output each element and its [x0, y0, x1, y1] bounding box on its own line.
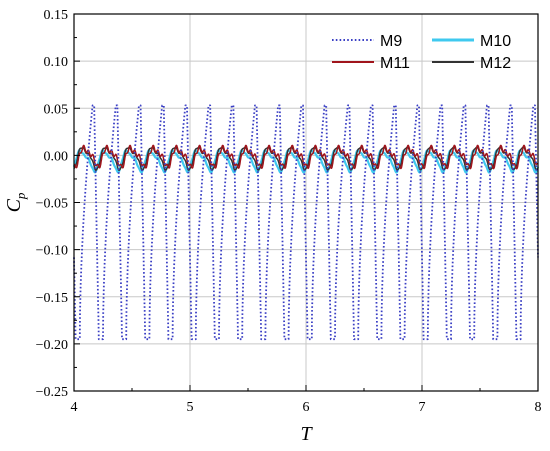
- x-tick-label: 8: [535, 400, 542, 415]
- y-tick-label: −0.15: [36, 291, 68, 306]
- y-tick-label: 0.10: [44, 55, 69, 70]
- series-line-m9: [73, 104, 539, 341]
- y-tick-label: −0.10: [36, 244, 68, 259]
- legend-label-m9: M9: [380, 33, 402, 50]
- y-tick-label: 0.00: [44, 149, 69, 164]
- x-tick-label: 4: [71, 400, 78, 415]
- y-tick-label: −0.25: [36, 385, 68, 400]
- series-layer: [72, 104, 540, 341]
- legend: M9 M10 M11 M12: [332, 33, 511, 72]
- x-tick-label: 7: [419, 400, 426, 415]
- grid: [74, 14, 538, 391]
- y-tick-label: −0.20: [36, 338, 68, 353]
- x-tick-label: 5: [187, 400, 194, 415]
- series-line-m11: [73, 144, 539, 170]
- y-tick-label: 0.05: [44, 102, 69, 117]
- y-tick-label: 0.15: [44, 8, 69, 23]
- legend-label-m10: M10: [480, 33, 511, 50]
- y-tick-label: −0.05: [36, 197, 68, 212]
- x-axis-title: T: [300, 423, 313, 445]
- legend-label-m12: M12: [480, 55, 511, 72]
- y-axis-title: Cp: [3, 192, 28, 212]
- ticks: 4 5 6 7 8 0.15 0.10 0.05 0.00 −0.05 −0.10 −0.15 −0.2…: [36, 8, 542, 415]
- x-tick-label: 6: [303, 400, 310, 415]
- legend-label-m11: M11: [380, 55, 410, 72]
